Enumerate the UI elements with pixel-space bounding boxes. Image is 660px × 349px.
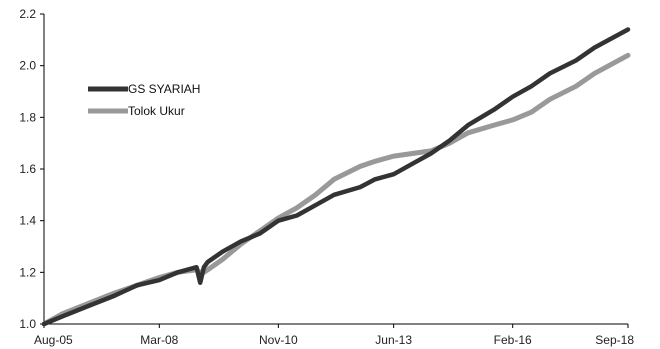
x-tick-label: Feb-16 xyxy=(494,333,532,347)
x-tick-label: Aug-05 xyxy=(34,333,73,347)
axes: 1.0 1.2 1.4 1.6 1.8 2.0 2.2 Aug-05 Mar-08 Nov-10 J… xyxy=(19,7,634,347)
x-tick-label: Sep-18 xyxy=(595,333,634,347)
y-tick-label: 1.4 xyxy=(19,214,36,228)
y-tick-label: 1.8 xyxy=(19,110,36,124)
x-tick-label: Nov-10 xyxy=(259,333,298,347)
legend-label: GS SYARIAH xyxy=(128,82,200,96)
y-tick-label: 1.2 xyxy=(19,265,36,279)
series-layer xyxy=(41,27,631,327)
x-tick-label: Jun-13 xyxy=(375,333,412,347)
y-tick-label: 2.2 xyxy=(19,7,36,21)
y-tick-label: 1.6 xyxy=(19,162,36,176)
legend-label: Tolok Ukur xyxy=(128,104,185,118)
x-tick-label: Mar-08 xyxy=(140,333,178,347)
y-tick-label: 2.0 xyxy=(19,59,36,73)
legend: GS SYARIAH Tolok Ukur xyxy=(88,82,200,118)
y-tick-label: 1.0 xyxy=(19,317,36,331)
series-line-gs-syariah xyxy=(41,27,631,327)
